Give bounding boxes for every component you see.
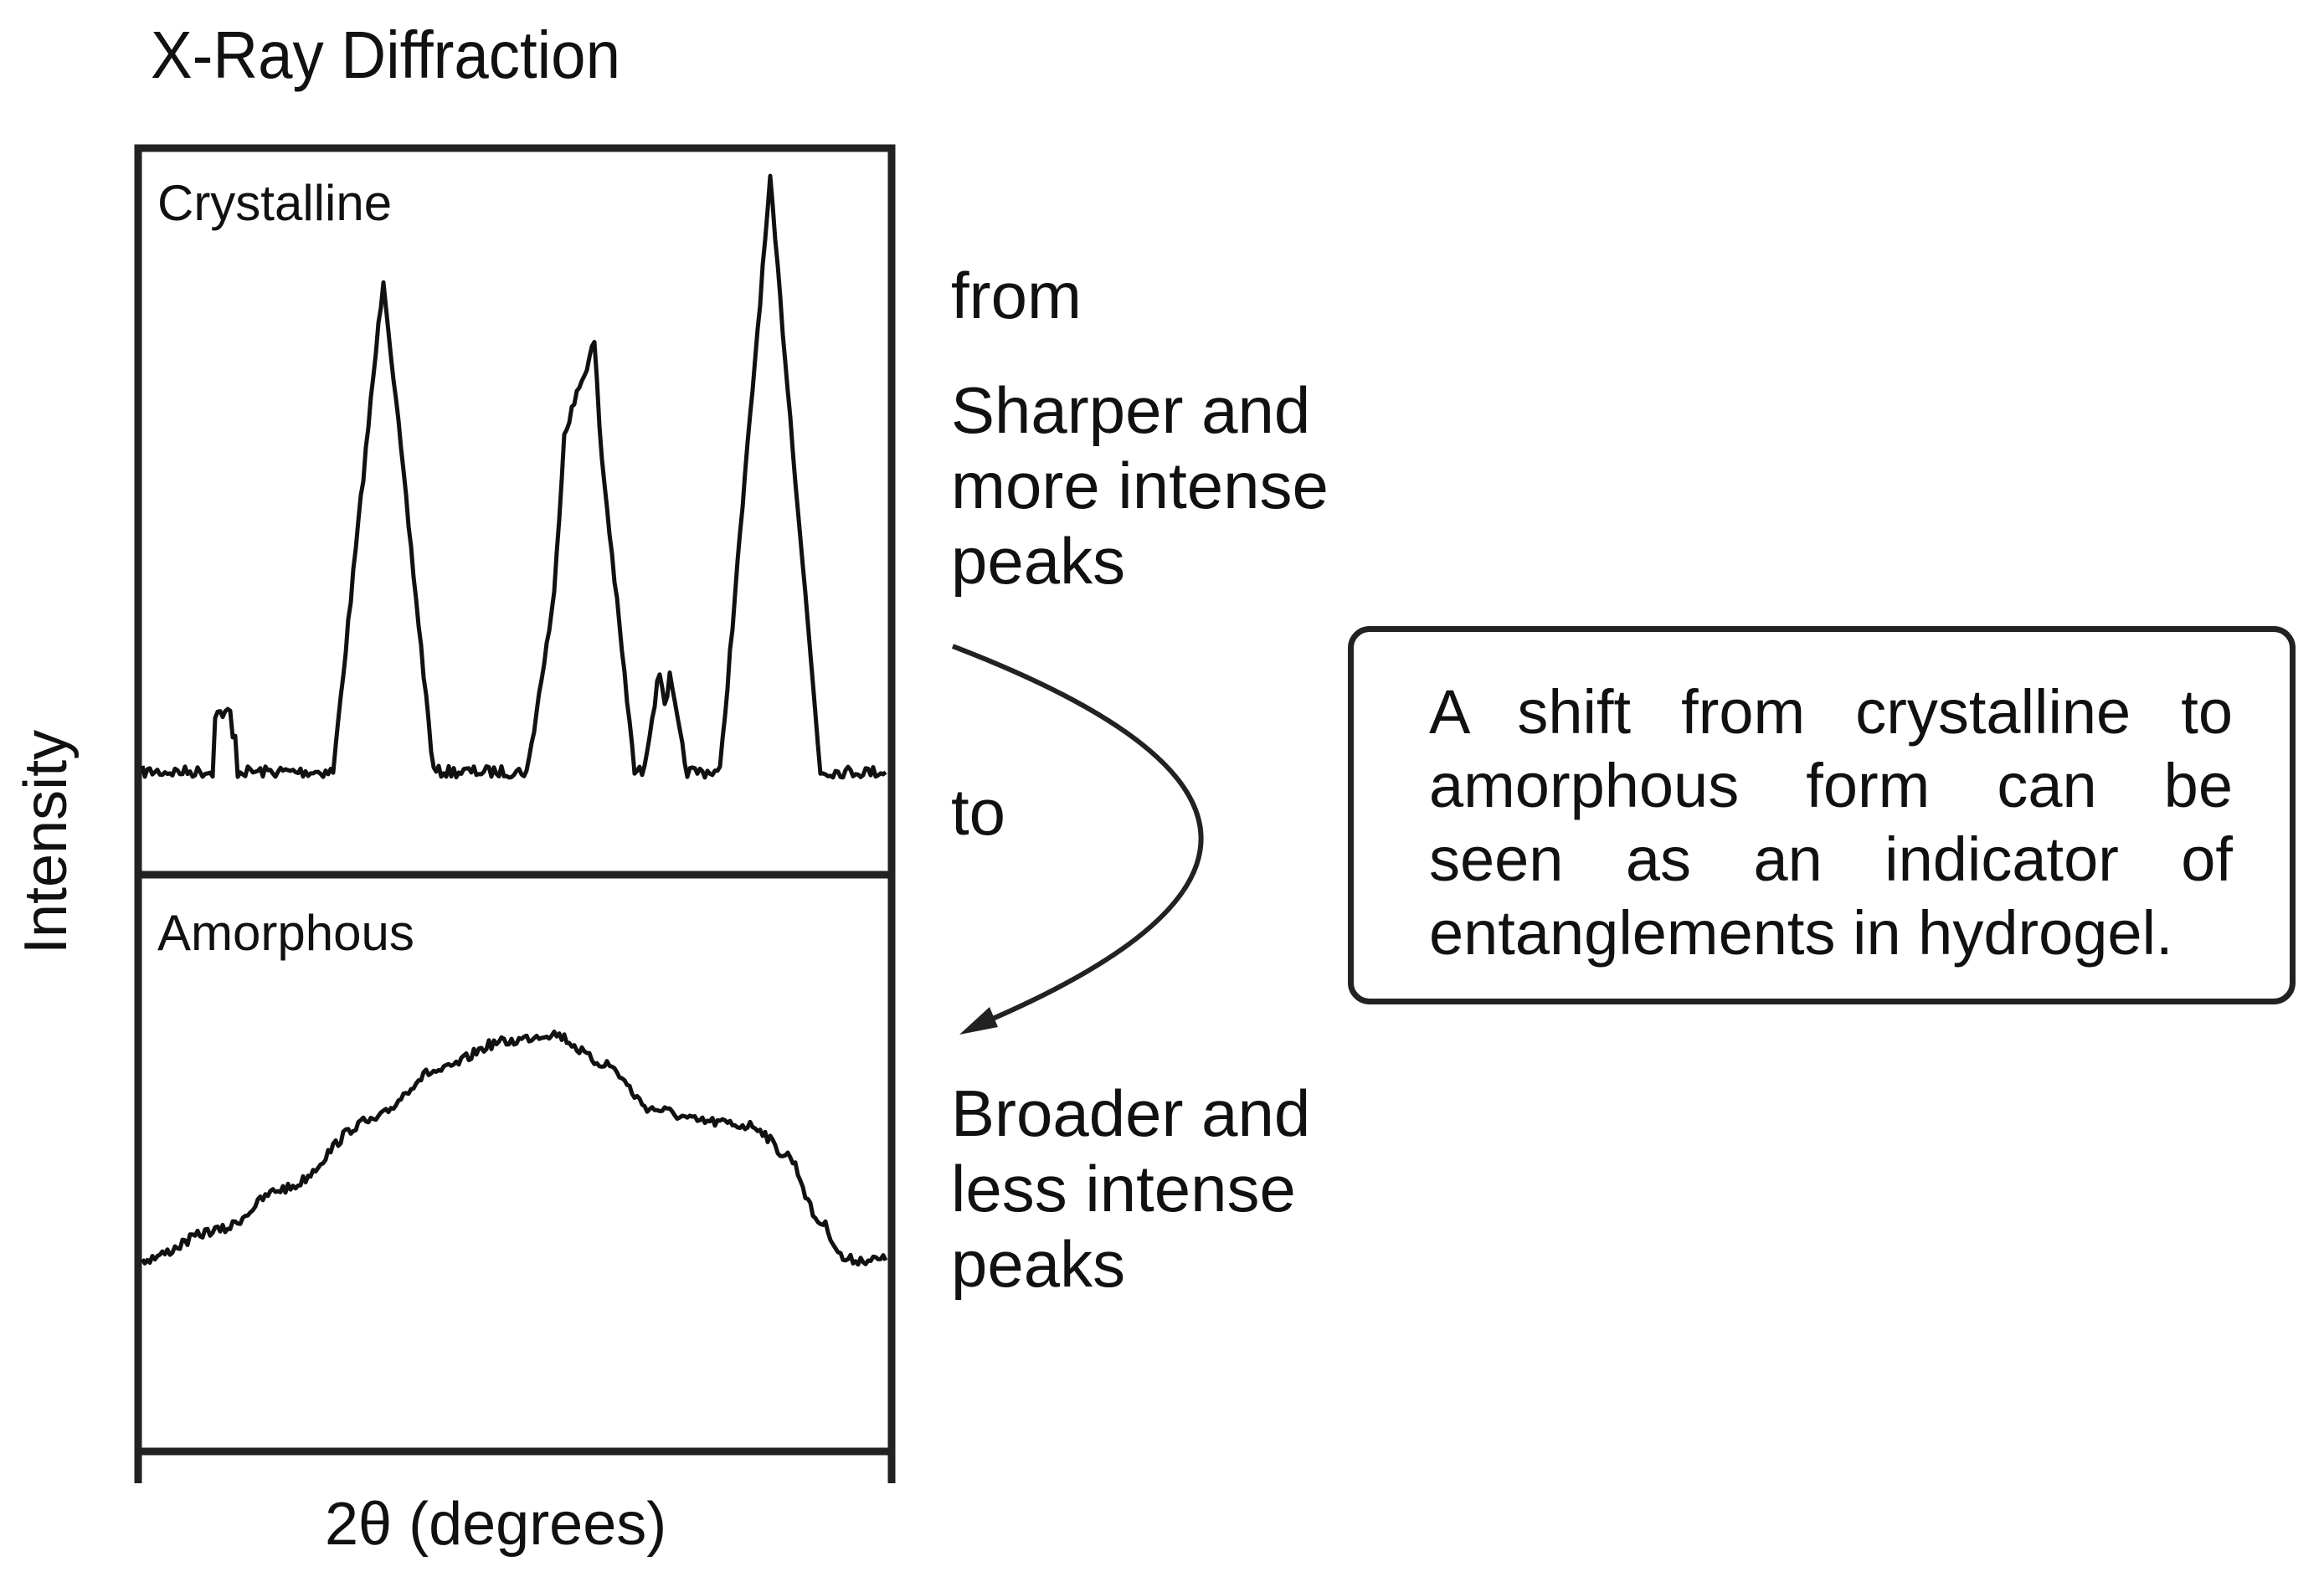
- crystalline-description: Sharper and more intense peaks: [951, 373, 1329, 598]
- amorphous-description: Broader and less intense peaks: [951, 1076, 1311, 1301]
- transition-arrow: [951, 644, 1204, 1030]
- crystalline-panel-label: Crystalline: [157, 175, 393, 231]
- transition-arrowhead: [959, 1007, 998, 1035]
- diagram-title: X-Ray Diffraction: [151, 18, 620, 92]
- x-axis-label: 2θ (degrees): [325, 1491, 667, 1558]
- amorphous-trace: [140, 1030, 888, 1267]
- to-label: to: [951, 775, 1006, 849]
- callout-box: A shift from crystalline to amorphous fo…: [1348, 626, 2296, 1004]
- plot-frame: [134, 144, 896, 1456]
- crystalline-trace: [140, 173, 887, 780]
- y-axis-label: Intensity: [13, 729, 80, 954]
- from-label: from: [951, 259, 1082, 332]
- amorphous-panel-label: Amorphous: [157, 905, 414, 961]
- callout-text: A shift from crystalline to amorphous fo…: [1429, 677, 2233, 968]
